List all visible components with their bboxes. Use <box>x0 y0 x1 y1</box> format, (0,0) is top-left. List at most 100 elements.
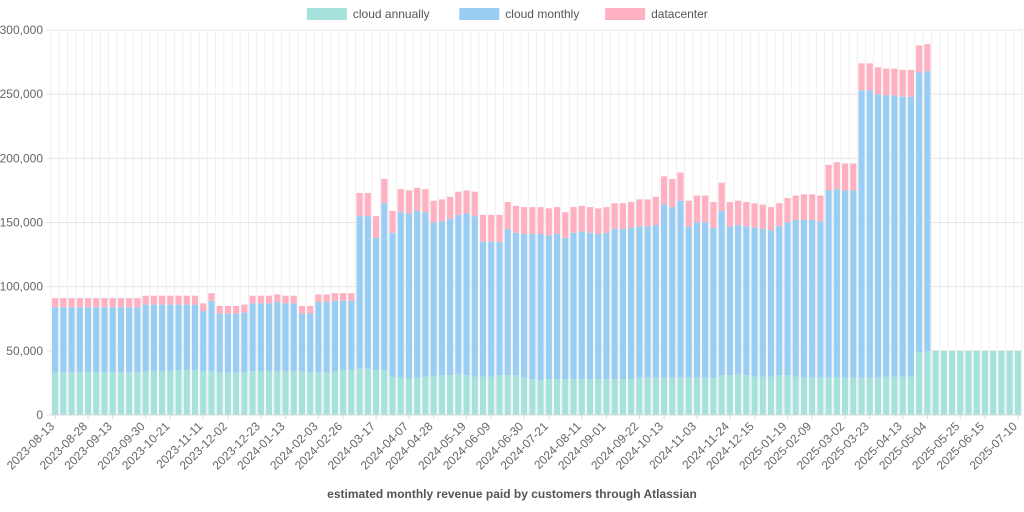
bar-datacenter[interactable] <box>134 298 141 308</box>
legend[interactable]: cloud annually cloud monthly datacenter <box>306 7 708 21</box>
bar-datacenter[interactable] <box>685 200 692 227</box>
bar-cloud-annually[interactable] <box>159 371 166 415</box>
bar-cloud-annually[interactable] <box>496 375 503 415</box>
bar-cloud-monthly[interactable] <box>578 231 585 380</box>
bar-cloud-monthly[interactable] <box>644 226 651 378</box>
bar-datacenter[interactable] <box>603 207 610 233</box>
bar-cloud-annually[interactable] <box>167 371 174 415</box>
bar-datacenter[interactable] <box>397 189 404 213</box>
bar-cloud-monthly[interactable] <box>735 225 742 374</box>
bar-cloud-annually[interactable] <box>323 372 330 415</box>
bar-datacenter[interactable] <box>315 294 322 303</box>
bar-cloud-annually[interactable] <box>636 377 643 415</box>
bar-datacenter[interactable] <box>150 295 157 305</box>
bar-datacenter[interactable] <box>167 295 174 305</box>
bar-cloud-monthly[interactable] <box>595 234 602 380</box>
bar-cloud-monthly[interactable] <box>718 210 725 376</box>
bar-datacenter[interactable] <box>735 200 742 226</box>
bar-cloud-annually[interactable] <box>488 376 495 416</box>
bar-cloud-monthly[interactable] <box>323 302 330 373</box>
bar-cloud-annually[interactable] <box>866 377 873 415</box>
bar-cloud-annually[interactable] <box>109 372 116 415</box>
bar-cloud-monthly[interactable] <box>685 226 692 378</box>
bar-datacenter[interactable] <box>430 200 437 223</box>
bar-cloud-annually[interactable] <box>595 379 602 415</box>
bar-cloud-monthly[interactable] <box>422 212 429 377</box>
bar-datacenter[interactable] <box>726 201 733 227</box>
bar-datacenter[interactable] <box>924 44 931 72</box>
bar-datacenter[interactable] <box>348 293 355 301</box>
bar-datacenter[interactable] <box>372 216 380 238</box>
bar-cloud-monthly[interactable] <box>562 237 569 380</box>
bar-datacenter[interactable] <box>850 163 857 191</box>
bar-cloud-annually[interactable] <box>84 372 92 415</box>
bar-cloud-annually[interactable] <box>570 379 577 415</box>
bar-cloud-monthly[interactable] <box>438 221 445 376</box>
bar-cloud-annually[interactable] <box>776 375 783 415</box>
bar-cloud-annually[interactable] <box>735 373 742 415</box>
bar-cloud-annually[interactable] <box>340 370 347 415</box>
bar-cloud-annually[interactable] <box>800 377 808 415</box>
bar-cloud-annually[interactable] <box>183 370 190 415</box>
bar-datacenter[interactable] <box>175 295 182 305</box>
bar-cloud-annually[interactable] <box>628 379 635 415</box>
bar-cloud-annually[interactable] <box>331 371 338 415</box>
bar-datacenter[interactable] <box>562 212 569 238</box>
bar-datacenter[interactable] <box>570 207 577 233</box>
bar-cloud-annually[interactable] <box>1014 350 1021 415</box>
bar-cloud-annually[interactable] <box>257 371 264 415</box>
bar-cloud-annually[interactable] <box>965 350 972 415</box>
bar-cloud-monthly[interactable] <box>159 304 166 372</box>
bar-datacenter[interactable] <box>759 204 766 229</box>
bar-cloud-monthly[interactable] <box>636 226 643 378</box>
bar-cloud-monthly[interactable] <box>447 218 454 376</box>
bar-datacenter[interactable] <box>340 293 347 301</box>
bar-datacenter[interactable] <box>463 190 470 214</box>
legend-label[interactable]: cloud annually <box>353 7 430 21</box>
bar-datacenter[interactable] <box>241 304 248 313</box>
bar-cloud-annually[interactable] <box>381 370 388 415</box>
bar-cloud-annually[interactable] <box>644 377 651 415</box>
bar-cloud-annually[interactable] <box>586 379 594 415</box>
bar-cloud-monthly[interactable] <box>767 230 775 377</box>
bar-datacenter[interactable] <box>595 208 602 235</box>
bar-cloud-annually[interactable] <box>463 375 470 415</box>
bar-cloud-monthly[interactable] <box>84 307 92 373</box>
bar-datacenter[interactable] <box>743 201 750 227</box>
bar-datacenter[interactable] <box>833 162 840 190</box>
bar-datacenter[interactable] <box>751 203 758 228</box>
bar-cloud-annually[interactable] <box>652 377 659 415</box>
bar-cloud-monthly[interactable] <box>792 219 799 377</box>
bar-cloud-monthly[interactable] <box>883 95 890 377</box>
bar-cloud-monthly[interactable] <box>372 237 380 371</box>
bar-cloud-monthly[interactable] <box>307 313 314 373</box>
bar-cloud-annually[interactable] <box>685 377 692 415</box>
bar-cloud-monthly[interactable] <box>257 303 264 372</box>
bar-cloud-annually[interactable] <box>948 350 956 415</box>
bar-datacenter[interactable] <box>545 208 552 236</box>
bar-cloud-monthly[interactable] <box>233 313 240 373</box>
bar-cloud-monthly[interactable] <box>389 232 396 377</box>
bar-cloud-annually[interactable] <box>907 376 914 416</box>
bar-cloud-monthly[interactable] <box>471 216 478 377</box>
bar-cloud-annually[interactable] <box>710 377 717 415</box>
bar-cloud-annually[interactable] <box>677 377 684 415</box>
bar-datacenter[interactable] <box>356 192 363 217</box>
bar-datacenter[interactable] <box>677 172 684 201</box>
bar-cloud-monthly[interactable] <box>603 232 610 380</box>
bar-cloud-monthly[interactable] <box>496 241 503 376</box>
bar-cloud-annually[interactable] <box>249 371 256 415</box>
bar-datacenter[interactable] <box>841 163 849 191</box>
bar-cloud-monthly[interactable] <box>224 313 232 373</box>
bar-datacenter[interactable] <box>101 298 108 308</box>
bar-datacenter[interactable] <box>652 196 659 226</box>
bar-cloud-monthly[interactable] <box>628 227 635 380</box>
bar-cloud-annually[interactable] <box>307 372 314 415</box>
bar-cloud-annually[interactable] <box>397 377 404 415</box>
bar-cloud-annually[interactable] <box>504 375 511 415</box>
bar-cloud-monthly[interactable] <box>817 221 824 378</box>
bar-datacenter[interactable] <box>767 207 775 231</box>
bar-cloud-annually[interactable] <box>265 371 273 415</box>
bar-cloud-monthly[interactable] <box>282 303 289 372</box>
bar-cloud-monthly[interactable] <box>899 96 906 377</box>
